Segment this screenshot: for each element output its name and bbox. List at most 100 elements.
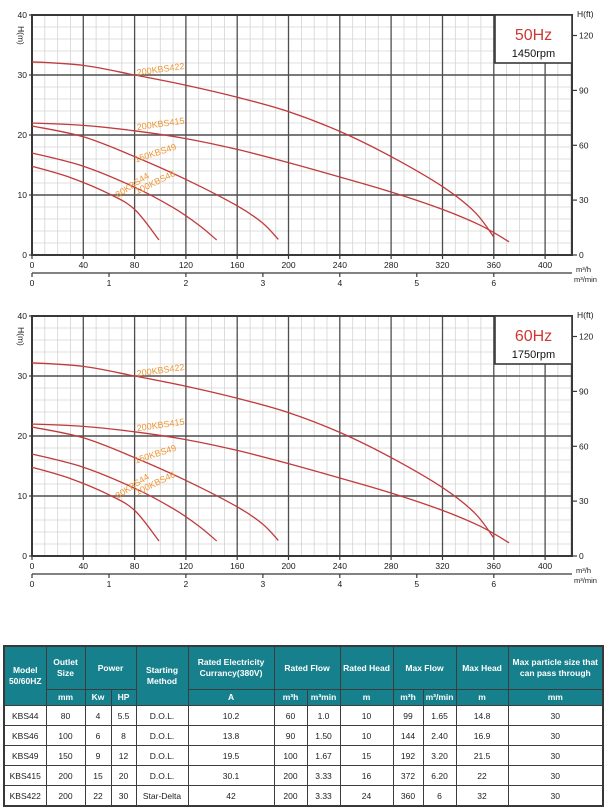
axis-tick-label: 0 [30, 278, 35, 288]
table-cell: 360 [392, 785, 424, 807]
spec-table: Model 50/60HZ Outlet Size Power Starting… [3, 645, 605, 807]
frequency-label: 60Hz [515, 328, 552, 345]
curve-100KBS46 [31, 453, 218, 542]
rpm-label: 1450rpm [512, 48, 555, 60]
curve-100KBS46 [31, 152, 218, 241]
axis-tick-label: 30 [579, 496, 589, 506]
table-cell: 9 [84, 745, 112, 766]
table-cell: 19.5 [187, 745, 275, 766]
table-cell: 8 [110, 725, 137, 746]
legend-box [494, 14, 573, 64]
axis-tick-label: 0 [30, 579, 35, 589]
axis-tick-label: 60 [579, 140, 589, 150]
table-cell: 30 [507, 765, 604, 786]
axis-tick-label: 160 [230, 561, 244, 571]
table-cell: 90 [273, 725, 308, 746]
table-cell: 12 [110, 745, 137, 766]
table-cell: 30 [507, 725, 604, 746]
unit-rated-flow-m3min: m³min [306, 689, 341, 706]
axis-tick-label: 120 [179, 561, 193, 571]
axis-tick-label: 0 [22, 551, 27, 561]
axis-tick-label: 0 [30, 260, 35, 270]
chart-60hz: 0 10 20 30 40 H(m) H(ft) 0 30 60 90 120 0 40 80 120 160 2… [0, 301, 607, 598]
axis-tick-label: 30 [18, 70, 28, 80]
col-header-starting-method: Starting Method [135, 645, 189, 706]
table-cell: 1.65 [422, 705, 457, 726]
axis-tick-label: 280 [384, 260, 398, 270]
axis-tick-label: 400 [538, 260, 552, 270]
table-cell: KBS44 [3, 705, 47, 726]
axis-tick-label: 2 [184, 579, 189, 589]
axis-tick-label: 160 [230, 260, 244, 270]
unit-rated-flow-m3h: m³h [273, 689, 308, 706]
x2-axis-unit-label: m³/min [574, 275, 597, 284]
table-cell: KBS46 [3, 725, 47, 746]
table-cell: 10 [339, 725, 394, 746]
col-header-rated-electricity: Rated Electricity Currancy(380V) [187, 645, 275, 690]
table-cell: 6.20 [422, 765, 457, 786]
unit-outlet-mm: mm [45, 689, 86, 706]
axis-tick-label: 2 [184, 278, 189, 288]
table-cell: 6 [84, 725, 112, 746]
col-header-model: Model 50/60HZ [3, 645, 47, 706]
col-header-max-particle: Max particle size that can pass through [507, 645, 604, 690]
col-header-outlet-size: Outlet Size [45, 645, 86, 690]
table-cell: D.O.L. [135, 725, 189, 746]
frequency-label: 50Hz [515, 27, 552, 44]
table-cell: 99 [392, 705, 424, 726]
axis-tick-label: 80 [130, 561, 140, 571]
table-cell: 3.33 [306, 785, 341, 807]
col-header-rated-head: Rated Head [339, 645, 394, 690]
table-row: KBS44 80 4 5.5 D.O.L. 10.2 60 1.0 10 99 1.65 14.8 30 [3, 705, 604, 726]
table-cell: 10.2 [187, 705, 275, 726]
axis-tick-label: 0 [579, 250, 584, 260]
table-cell: 21.5 [455, 745, 509, 766]
axis-tick-label: 20 [18, 130, 28, 140]
axis-tick-label: 60 [579, 441, 589, 451]
table-cell: 200 [45, 765, 86, 786]
axis-tick-label: 30 [579, 195, 589, 205]
table-cell: 100 [273, 745, 308, 766]
curve-200KBS415 [31, 423, 510, 544]
col-header-rated-flow: Rated Flow [273, 645, 341, 690]
table-cell: D.O.L. [135, 765, 189, 786]
axis-tick-label: 0 [30, 561, 35, 571]
table-cell: 4 [84, 705, 112, 726]
curve-label-150KBS49: 150KBS49 [133, 142, 177, 165]
table-cell: 42 [187, 785, 275, 807]
axis-tick-label: 320 [435, 260, 449, 270]
axis-tick-label: 40 [79, 561, 89, 571]
table-row: KBS46 100 6 8 D.O.L. 13.8 90 1.50 10 144 2.40 16.9 3… [3, 725, 604, 746]
curve-80KBS44 [31, 466, 160, 542]
table-cell: 1.0 [306, 705, 341, 726]
unit-max-flow-m3min: m³/min [422, 689, 457, 706]
chart-50hz: 0 10 20 30 40 H(m) H(ft) 0 30 60 90 120 0 40 80 120 160 2… [0, 0, 607, 297]
table-cell: 6 [422, 785, 457, 807]
curve-200KBS422 [31, 362, 495, 539]
curve-80KBS44 [31, 165, 160, 241]
table-cell: 150 [45, 745, 86, 766]
col-header-power: Power [84, 645, 137, 690]
table-cell: 3.33 [306, 765, 341, 786]
curve-150KBS49 [31, 426, 279, 541]
table-cell: 30 [507, 785, 604, 807]
axis-tick-label: 120 [179, 260, 193, 270]
axis-tick-label: 5 [414, 278, 419, 288]
spec-table-body: KBS44 80 4 5.5 D.O.L. 10.2 60 1.0 10 99 1.65 14.8 30… [3, 705, 604, 807]
table-cell: 372 [392, 765, 424, 786]
table-cell: 1.67 [306, 745, 341, 766]
axis-tick-label: 5 [414, 579, 419, 589]
legend-box [494, 315, 573, 365]
table-cell: 10 [339, 705, 394, 726]
axis-tick-label: 280 [384, 561, 398, 571]
x-axis-unit-label: m³/h [576, 265, 591, 274]
curve-label-150KBS49: 150KBS49 [133, 443, 177, 466]
axis-tick-label: 80 [130, 260, 140, 270]
table-cell: 16.9 [455, 725, 509, 746]
unit-max-particle-mm: mm [507, 689, 604, 706]
axis-tick-label: 3 [261, 278, 266, 288]
x2-axis-unit-label: m³/min [574, 576, 597, 585]
